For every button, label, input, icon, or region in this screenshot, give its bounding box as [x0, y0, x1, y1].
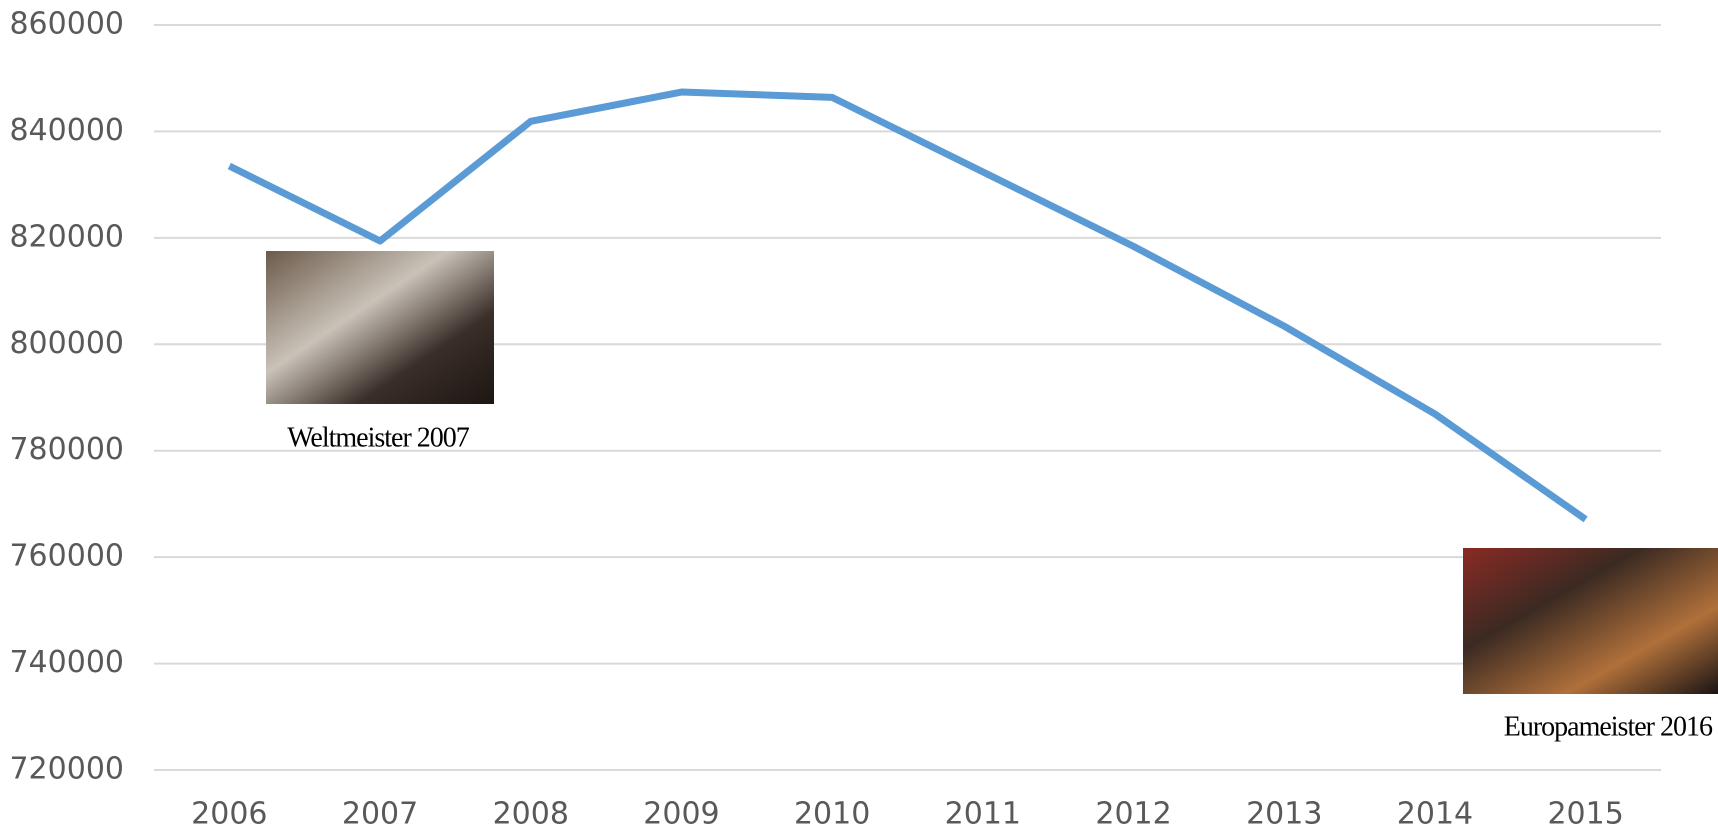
x-tick-label: 2014 — [1397, 797, 1473, 829]
x-tick-label: 2007 — [342, 797, 418, 829]
photo — [266, 251, 494, 404]
x-tick-label: 2013 — [1246, 797, 1322, 829]
annotation: Europameister 2016 — [1504, 711, 1713, 742]
photo — [1463, 548, 1718, 694]
y-tick-label: 780000 — [9, 432, 124, 467]
x-tick-label: 2010 — [794, 797, 870, 829]
x-tick-label: 2009 — [643, 797, 719, 829]
x-tick-label: 2011 — [945, 797, 1021, 829]
x-tick-label: 2015 — [1547, 797, 1623, 829]
y-tick-label: 820000 — [9, 219, 124, 254]
x-tick-label: 2012 — [1095, 797, 1171, 829]
y-tick-label: 860000 — [9, 7, 124, 42]
y-tick-label: 720000 — [9, 752, 124, 787]
y-tick-label: 840000 — [9, 113, 124, 148]
x-tick-label: 2006 — [191, 797, 267, 829]
annotation: Weltmeister 2007 — [287, 422, 470, 453]
y-tick-label: 740000 — [9, 645, 124, 680]
chart: Weltmeister 2007 Europameister 2016 7200… — [0, 0, 1718, 829]
y-tick-label: 760000 — [9, 539, 124, 574]
y-tick-label: 800000 — [9, 326, 124, 361]
x-tick-label: 2008 — [493, 797, 569, 829]
